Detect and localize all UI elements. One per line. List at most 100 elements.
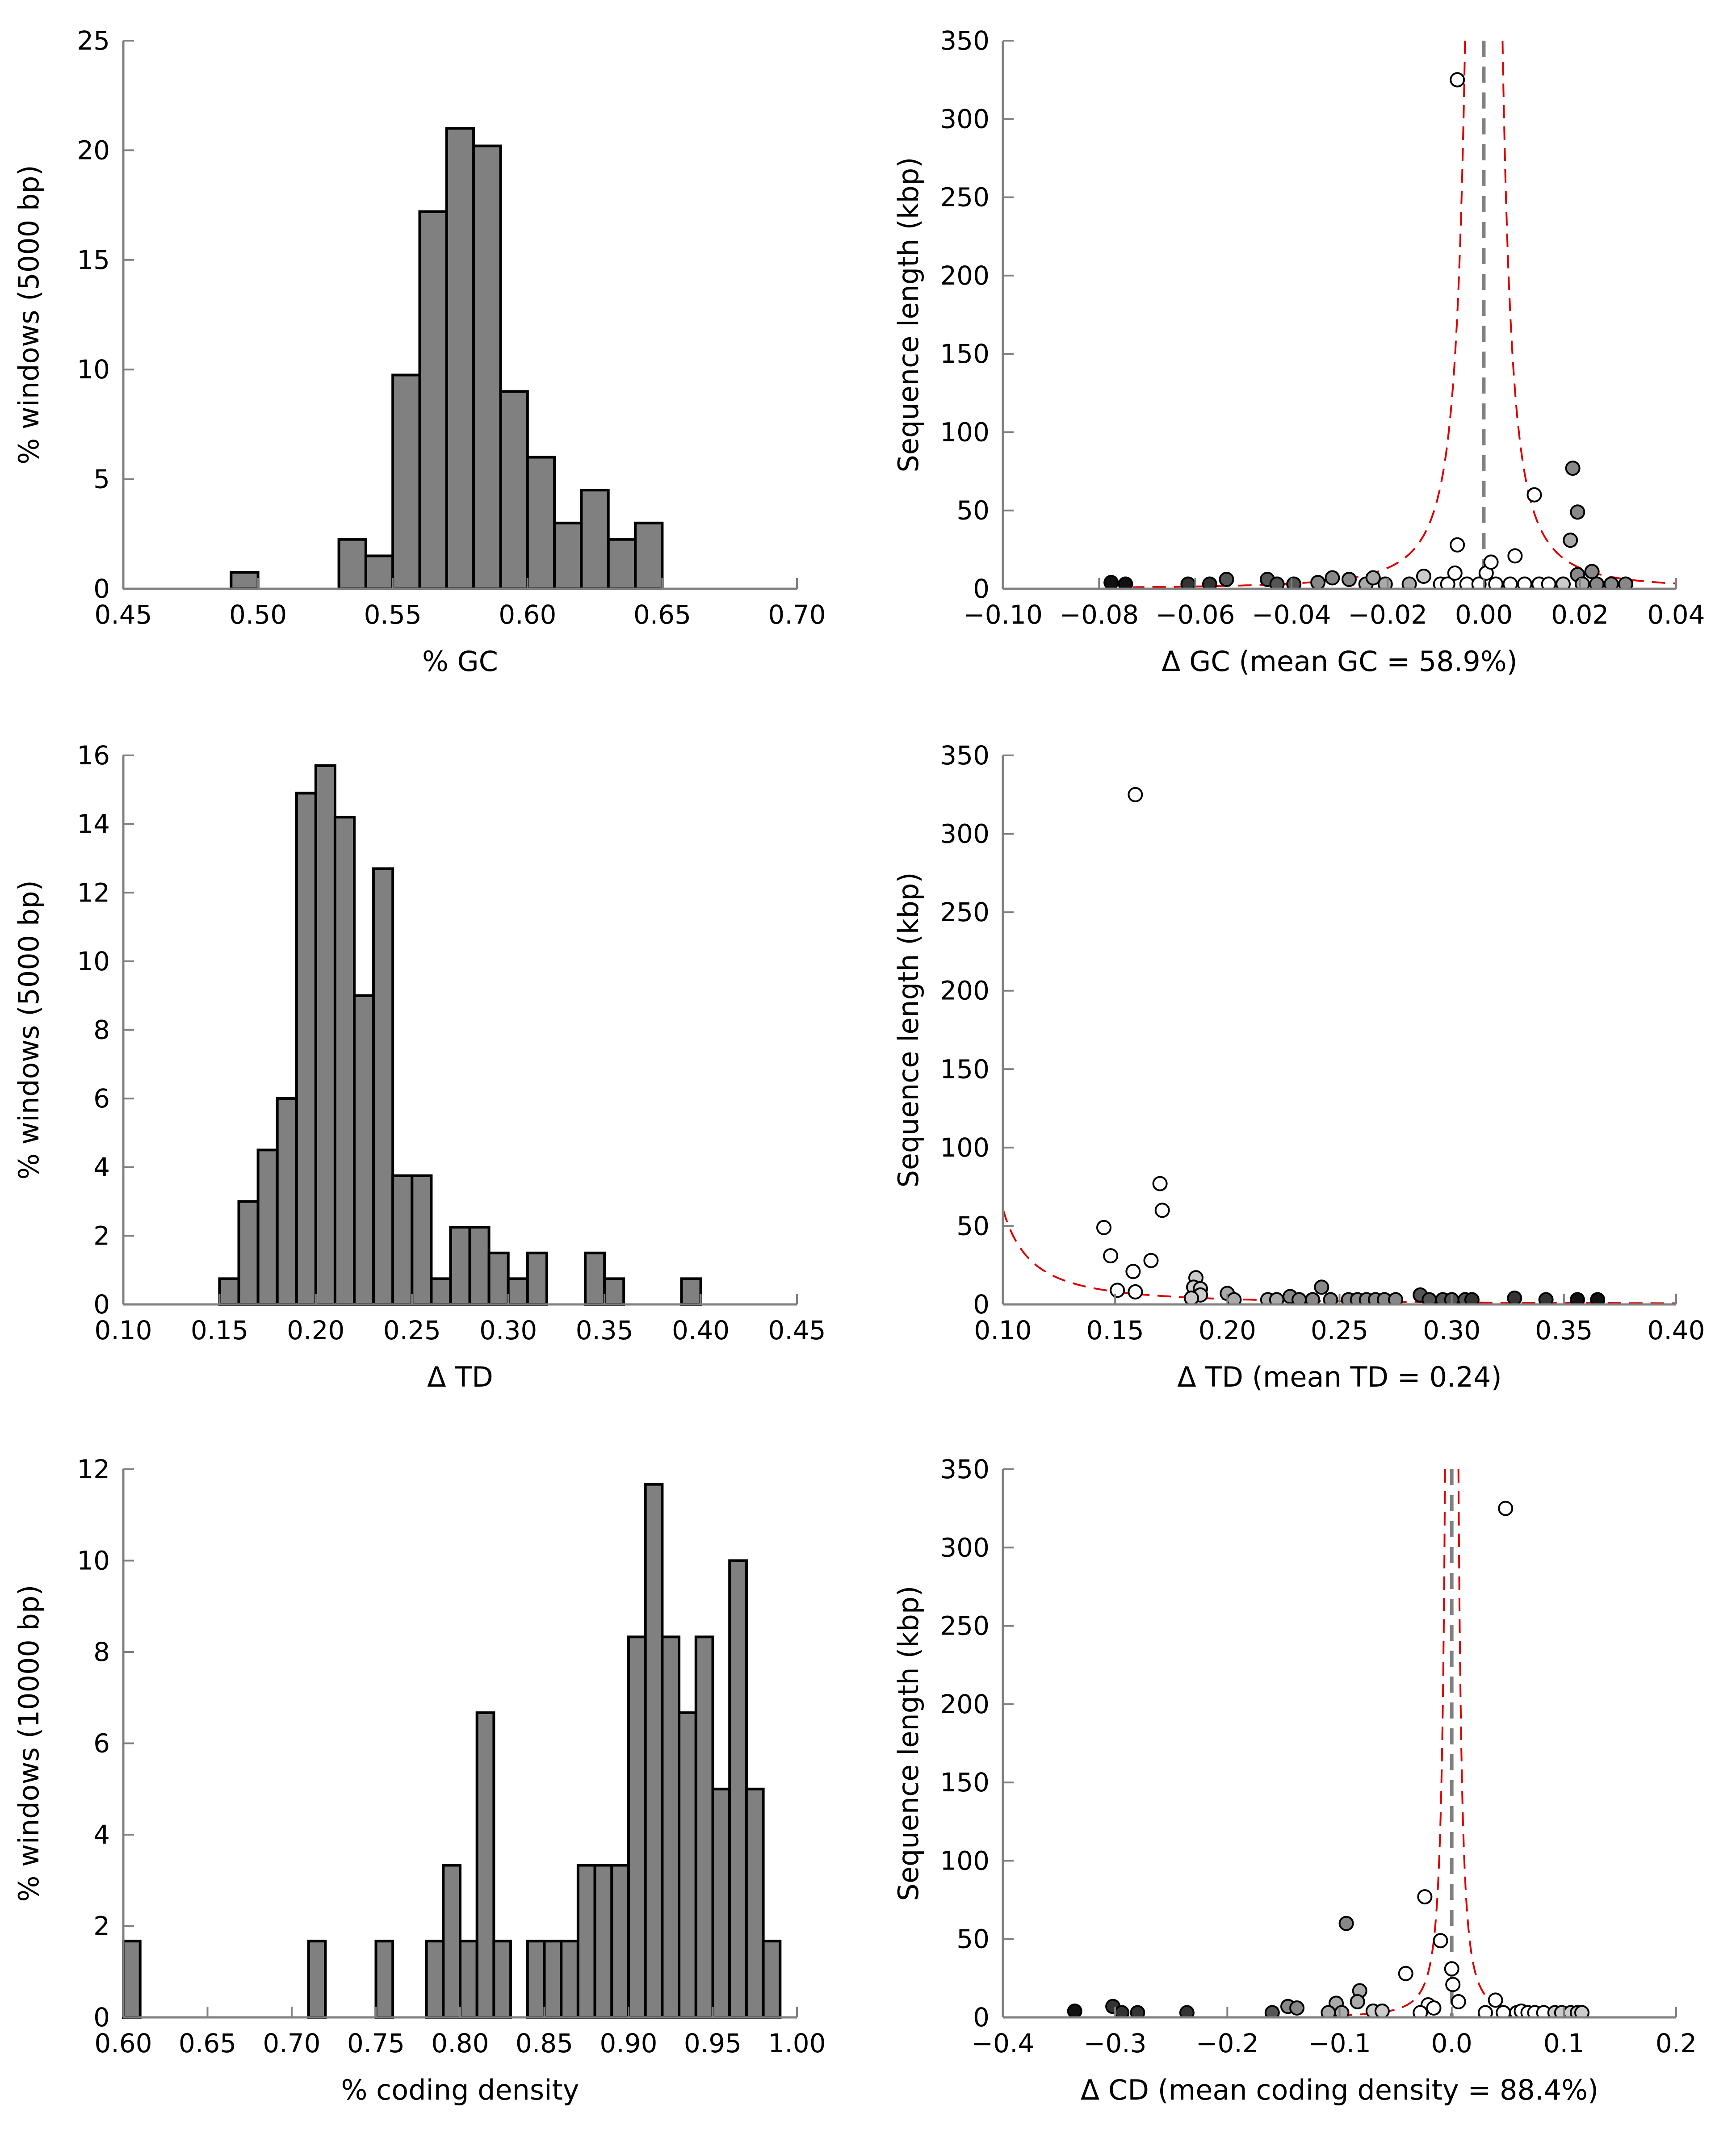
- scatter-point: [1507, 548, 1523, 564]
- scatter-point: [1416, 569, 1431, 584]
- x-tick-label: 0.70: [768, 599, 826, 630]
- y-tick-label: 15: [77, 245, 110, 275]
- scatter-point: [1184, 1291, 1199, 1304]
- y-axis-label: Sequence length (kbp): [892, 872, 925, 1188]
- histogram-bar: [576, 1864, 596, 2019]
- scatter-point: [1401, 576, 1417, 589]
- histogram-bar: [411, 1174, 433, 1306]
- y-axis-label: % windows (5000 bp): [13, 880, 45, 1179]
- histogram-bar: [468, 1226, 491, 1306]
- histogram-bar: [610, 1864, 630, 2019]
- scatter-point: [1618, 576, 1633, 589]
- x-tick-label: 1.00: [768, 2028, 826, 2058]
- x-tick-label: 0.45: [94, 599, 152, 630]
- gc-hist: 0.45 0.50 0.55 0.60 0.65 0.70 0 5 10 15 20 25 % GC % …: [13, 25, 826, 678]
- x-tick-label: 0.15: [1086, 1315, 1144, 1346]
- x-tick-label: −0.4: [972, 2028, 1035, 2058]
- y-tick-label: 14: [77, 809, 110, 839]
- scatter-point: [1219, 572, 1234, 587]
- x-axis-label: Δ CD (mean coding density = 88.4%): [1081, 2074, 1598, 2106]
- scatter-point: [1314, 1279, 1329, 1295]
- histogram-bar: [634, 521, 664, 591]
- y-tick-label: 0: [973, 1289, 990, 1320]
- y-tick-label: 150: [940, 1767, 990, 1798]
- y-tick-label: 0: [973, 2002, 990, 2033]
- scatter-point: [1110, 1283, 1125, 1298]
- scatter-point: [1450, 72, 1465, 88]
- scatter-point: [1118, 576, 1133, 589]
- histogram-bar: [607, 538, 637, 590]
- histogram-bar: [627, 1635, 647, 2019]
- scatter-point: [1478, 2005, 1493, 2017]
- y-tick-label: 250: [940, 182, 990, 213]
- histogram-bar: [430, 1277, 452, 1306]
- histogram-bar: [584, 1251, 606, 1306]
- scatter-point: [1498, 1501, 1514, 1516]
- histogram-bar: [526, 1251, 548, 1306]
- histogram-bar: [593, 1864, 613, 2019]
- y-tick-label: 50: [956, 1211, 990, 1241]
- y-tick-label: 150: [940, 339, 990, 369]
- y-tick-label: 350: [940, 1454, 990, 1484]
- y-tick-label: 10: [77, 354, 110, 385]
- histogram-bar: [487, 1251, 510, 1306]
- x-tick-label: −0.06: [1156, 599, 1235, 630]
- y-tick-label: 0: [973, 574, 990, 604]
- scatter-point: [1603, 576, 1619, 589]
- y-axis-label: % windows (5000 bp): [13, 165, 45, 464]
- histogram-bar: [364, 554, 394, 591]
- histogram-bar: [333, 816, 356, 1306]
- x-tick-label: 0.20: [1199, 1315, 1256, 1346]
- scatter-point: [1125, 1264, 1141, 1279]
- y-tick-label: 350: [940, 25, 990, 56]
- histogram-bar: [276, 1097, 298, 1306]
- y-tick-label: 10: [77, 1546, 110, 1576]
- scatter-point: [1269, 576, 1285, 589]
- scatter-point: [1433, 1933, 1448, 1949]
- x-axis-label: % GC: [422, 645, 498, 678]
- histogram-bar: [307, 1940, 327, 2019]
- histogram-bar: [337, 538, 367, 590]
- y-tick-label: 300: [940, 819, 990, 849]
- x-tick-label: −0.10: [963, 599, 1043, 630]
- y-tick-label: 300: [940, 104, 990, 134]
- y-axis-label: Sequence length (kbp): [892, 157, 925, 473]
- scatter-point: [1440, 576, 1455, 589]
- scatter-point: [1305, 1292, 1321, 1304]
- scatter-point: [1445, 1977, 1461, 1992]
- histogram-bar: [237, 1200, 260, 1306]
- y-axis-label: % windows (10000 bp): [13, 1585, 45, 1902]
- scatter-point: [1570, 1292, 1585, 1304]
- y-tick-label: 200: [940, 1689, 990, 1719]
- scatter-point: [1128, 787, 1143, 802]
- x-tick-label: 0.65: [179, 2028, 236, 2058]
- x-tick-label: 0.40: [1647, 1315, 1705, 1346]
- scatter-point: [1377, 576, 1393, 589]
- y-tick-label: 0: [93, 1289, 110, 1320]
- histogram-bar: [499, 390, 529, 590]
- y-tick-label: 100: [940, 1845, 990, 1876]
- histogram-bar: [507, 1277, 529, 1306]
- histogram-bar: [459, 1940, 478, 2019]
- x-tick-label: −0.04: [1252, 599, 1331, 630]
- cd-hist: 0.60 0.65 0.70 0.75 0.80 0.85 0.90 0.95 1.00 0 2 4 6…: [13, 1454, 826, 2106]
- y-tick-label: 6: [93, 1083, 110, 1114]
- y-tick-label: 200: [940, 976, 990, 1006]
- x-tick-label: 0.40: [672, 1315, 730, 1346]
- histogram-bar: [122, 1940, 142, 2019]
- scatter-point: [1574, 2005, 1589, 2017]
- scatter-point: [1264, 2005, 1280, 2017]
- x-tick-label: 0.60: [94, 2028, 152, 2058]
- scatter-point: [1286, 576, 1302, 589]
- scatter-point: [1289, 2000, 1305, 2016]
- scatter-point: [1398, 1966, 1413, 1981]
- histogram-bar: [661, 1635, 681, 2019]
- histogram-bar: [680, 1277, 702, 1306]
- x-axis-label: Δ TD: [427, 1361, 493, 1393]
- y-tick-label: 2: [93, 1911, 110, 1941]
- x-tick-label: 0.25: [383, 1315, 441, 1346]
- scatter-point: [1526, 487, 1542, 503]
- x-tick-label: 0.30: [1423, 1315, 1480, 1346]
- y-tick-label: 2: [93, 1220, 110, 1251]
- scatter-point: [1444, 1961, 1459, 1977]
